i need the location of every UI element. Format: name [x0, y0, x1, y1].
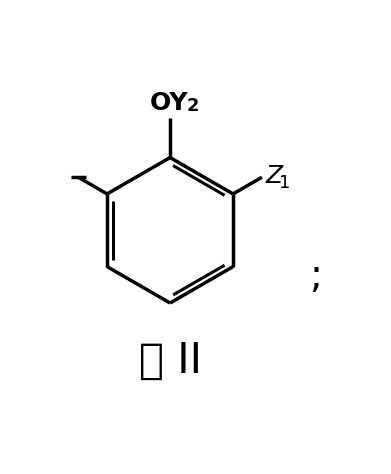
Text: 式 II: 式 II — [138, 339, 202, 382]
Text: 1: 1 — [279, 173, 290, 191]
Text: ;: ; — [309, 257, 322, 295]
Text: 2: 2 — [187, 97, 199, 115]
Text: Z: Z — [265, 164, 283, 188]
Text: OY: OY — [149, 91, 188, 115]
